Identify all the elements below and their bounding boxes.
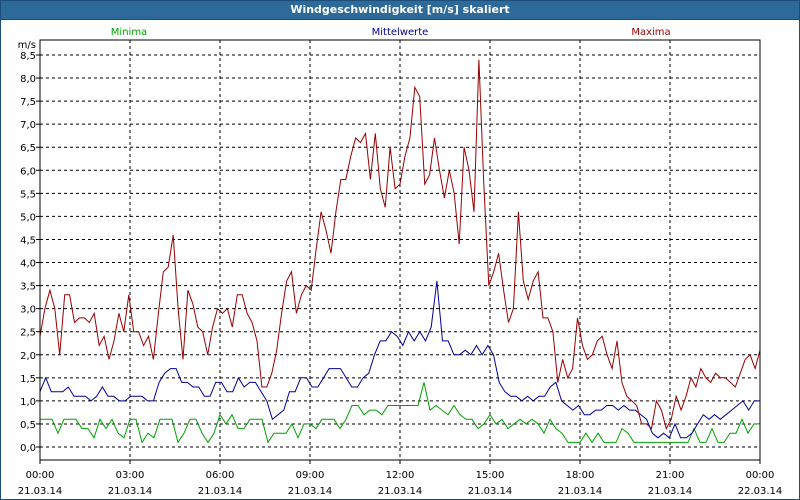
x-tick-date: 22.03.14 xyxy=(738,486,783,497)
y-tick-label: 0,0 xyxy=(20,443,36,454)
tick-labels: 0,0 0,5 1,0 1,5 2,0 2,5 3,0 3,5 4,0 4,5 5,0 5,5 6,0 6… xyxy=(18,51,783,497)
x-tick-time: 21:00 xyxy=(656,470,685,481)
x-tick-date: 21.03.14 xyxy=(468,486,513,497)
y-tick-label: 4,5 xyxy=(20,235,36,246)
x-tick-date: 21.03.14 xyxy=(288,486,333,497)
x-tick-date: 21.03.14 xyxy=(198,486,243,497)
x-tick-date: 21.03.14 xyxy=(108,486,153,497)
y-tick-label: 2,5 xyxy=(20,328,36,339)
legend-maxima: Maxima xyxy=(631,27,670,38)
legend-minima: Minima xyxy=(111,27,147,38)
y-tick-label: 7,5 xyxy=(20,97,36,108)
grid-layer xyxy=(36,40,761,464)
x-tick-time: 00:00 xyxy=(26,470,55,481)
y-tick-label: 6,5 xyxy=(20,143,36,154)
series-line-maxima xyxy=(39,59,761,430)
x-tick-time: 03:00 xyxy=(116,470,145,481)
y-tick-label: 5,5 xyxy=(20,189,36,200)
y-tick-label: 3,0 xyxy=(20,305,36,316)
legend-mittelwerte: Mittelwerte xyxy=(372,27,429,38)
y-tick-label: 1,5 xyxy=(20,374,36,385)
y-tick-label: 8,5 xyxy=(20,51,36,62)
x-tick-time: 12:00 xyxy=(386,470,415,481)
y-tick-label: 0,5 xyxy=(20,420,36,431)
x-tick-date: 21.03.14 xyxy=(648,486,693,497)
series-line-mittelwerte xyxy=(39,280,760,439)
y-tick-label: 1,0 xyxy=(20,397,36,408)
y-axis-unit: m/s xyxy=(18,40,36,51)
y-tick-label: 3,5 xyxy=(20,282,36,293)
y-tick-label: 8,0 xyxy=(20,74,36,85)
y-tick-label: 2,0 xyxy=(20,351,36,362)
y-tick-label: 4,0 xyxy=(20,259,36,270)
series-lines xyxy=(39,59,761,444)
window-title: Windgeschwindigkeit [m/s] skaliert xyxy=(1,1,799,20)
x-tick-date: 21.03.14 xyxy=(378,486,423,497)
x-tick-time: 18:00 xyxy=(566,470,595,481)
plot-frame xyxy=(39,39,761,461)
x-tick-time: 09:00 xyxy=(296,470,325,481)
y-tick-label: 6,0 xyxy=(20,166,36,177)
x-tick-time: 15:00 xyxy=(476,470,505,481)
series-line-minima xyxy=(40,382,760,444)
x-tick-date: 21.03.14 xyxy=(18,486,63,497)
x-tick-time: 06:00 xyxy=(206,470,235,481)
x-tick-date: 21.03.14 xyxy=(558,486,603,497)
y-tick-label: 5,0 xyxy=(20,212,36,223)
y-tick-label: 7,0 xyxy=(20,120,36,131)
x-tick-time: 00:00 xyxy=(746,470,775,481)
